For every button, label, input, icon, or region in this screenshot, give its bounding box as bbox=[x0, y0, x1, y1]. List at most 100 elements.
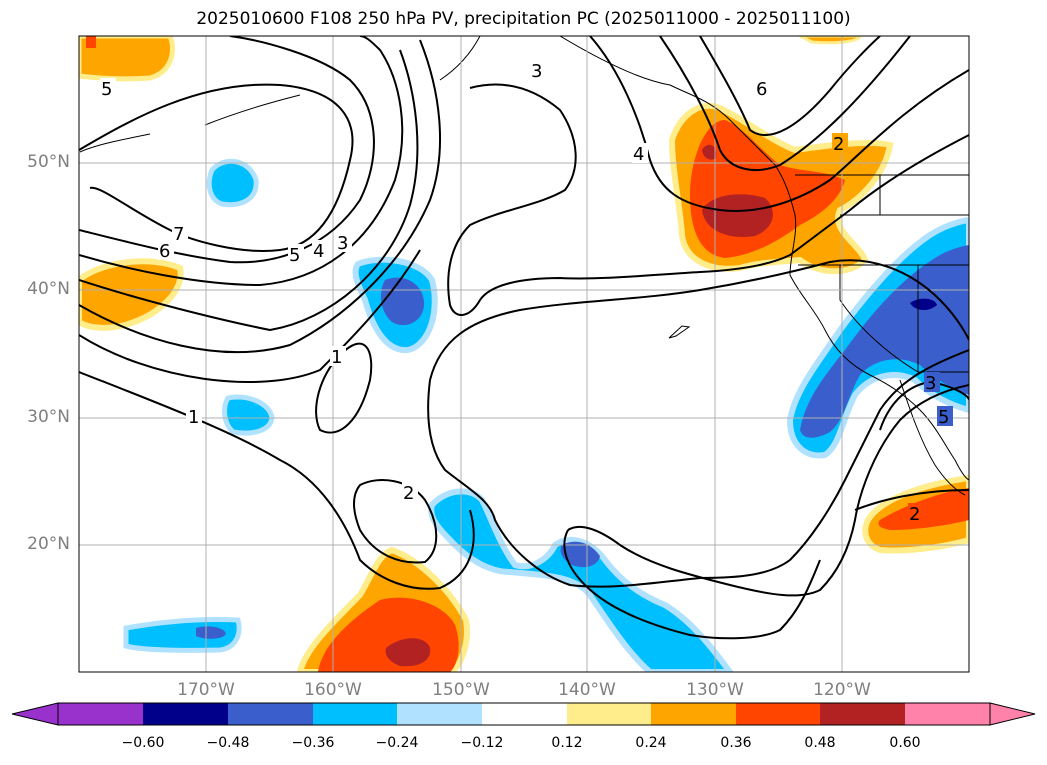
precip-max-nw bbox=[86, 36, 96, 48]
contour-label-2b: 2 bbox=[909, 504, 920, 525]
pv-contour-5-east bbox=[659, 36, 911, 171]
lat-label-20n: 20°N bbox=[27, 534, 70, 554]
precip-shading bbox=[79, 36, 969, 672]
lon-label-140w: 140°W bbox=[558, 680, 616, 700]
colorbar-segment-6 bbox=[482, 703, 567, 725]
label-bg-4a bbox=[632, 143, 648, 163]
pv-contour-2-mx bbox=[854, 489, 969, 511]
colorbar-segment-5 bbox=[397, 703, 482, 725]
colorbar-segment-4 bbox=[313, 703, 398, 725]
colorbar-tick: 0.48 bbox=[804, 735, 836, 751]
pv-contour-4 bbox=[79, 49, 419, 332]
precip-positive-ne-core2 bbox=[702, 144, 717, 160]
lon-label-120w: 120°W bbox=[813, 680, 871, 700]
colorbar-tick: 0.36 bbox=[720, 735, 752, 751]
precip-negative-sw bbox=[222, 394, 275, 436]
colorbar-tick: 0.24 bbox=[635, 735, 667, 751]
colorbar-segment-11 bbox=[905, 703, 990, 725]
precip-negative-nw bbox=[206, 158, 259, 208]
label-bg-7 bbox=[172, 223, 188, 243]
contour-label-1b: 1 bbox=[331, 347, 342, 368]
pv-contour-4-east bbox=[589, 36, 969, 212]
hawaii-outline bbox=[668, 325, 691, 339]
contour-label-5a: 5 bbox=[101, 79, 112, 100]
label-bg-2b bbox=[908, 503, 924, 523]
contour-label-1a: 1 bbox=[188, 407, 199, 428]
contour-label-4a: 4 bbox=[633, 144, 644, 165]
label-bg-5c bbox=[937, 406, 953, 426]
label-bg-2a bbox=[402, 482, 418, 502]
label-bg-6b bbox=[755, 78, 771, 98]
precip-positive-ne-core bbox=[702, 194, 773, 237]
precip-positive-n bbox=[799, 36, 862, 45]
colorbar-tick: −0.12 bbox=[460, 735, 504, 751]
colorbar-extend-max bbox=[989, 702, 1036, 726]
label-bg-5a bbox=[100, 78, 116, 98]
map-frame bbox=[78, 35, 970, 673]
contour-label-3c: 3 bbox=[925, 373, 936, 394]
colorbar-segment-2 bbox=[143, 703, 228, 725]
colorbar-tick: 0.60 bbox=[889, 735, 921, 751]
lat-label-30n: 30°N bbox=[27, 407, 70, 427]
label-bg-3b bbox=[336, 232, 352, 252]
contour-label-5c: 5 bbox=[938, 407, 949, 428]
pv-contour-1-south2 bbox=[563, 529, 821, 640]
contour-label-3b: 3 bbox=[337, 233, 348, 254]
colorbar-tick: −0.60 bbox=[121, 735, 165, 751]
pv-contour-7 bbox=[79, 83, 354, 252]
pv-contour-2 bbox=[79, 249, 421, 383]
gridlines bbox=[79, 36, 969, 672]
map-area: 1 1 2 2 2 3 3 3 4 4 5 5 5 6 bbox=[79, 36, 969, 672]
label-bg-1a bbox=[186, 406, 202, 426]
colorbar-segment-9 bbox=[736, 703, 821, 725]
precip-negative-ca-core bbox=[910, 298, 937, 311]
baja-coast bbox=[899, 379, 966, 496]
map-title: 2025010600 F108 250 hPa PV, precipitatio… bbox=[196, 9, 851, 29]
contour-label-5b: 5 bbox=[289, 245, 300, 266]
label-bg-5b bbox=[288, 244, 304, 264]
contour-label-6a: 6 bbox=[159, 241, 170, 262]
colorbar-outline bbox=[57, 702, 991, 726]
colorbar-extend-min bbox=[11, 702, 59, 726]
lon-label-170w: 170°W bbox=[177, 680, 235, 700]
colorbar-segment-10 bbox=[820, 703, 905, 725]
pv-contour-1-closed bbox=[315, 342, 373, 434]
lat-label-50n: 50°N bbox=[27, 152, 70, 172]
pv-contour-2-trough bbox=[429, 259, 969, 381]
pv-contour-3 bbox=[79, 39, 442, 354]
pv-contour-1-south bbox=[567, 384, 969, 597]
lon-label-150w: 150°W bbox=[432, 680, 490, 700]
colorbar-segment-1 bbox=[58, 703, 143, 725]
precip-negative-ssw-core bbox=[196, 626, 226, 639]
colorbar-tick: −0.24 bbox=[375, 735, 419, 751]
colorbar bbox=[11, 702, 1036, 726]
pv-contour-3-east bbox=[447, 83, 969, 316]
label-bg-2c bbox=[832, 133, 848, 153]
pv-contour-5 bbox=[79, 36, 404, 287]
colorbar-segment-3 bbox=[228, 703, 313, 725]
colorbar-segment-7 bbox=[567, 703, 652, 725]
label-bg-3c bbox=[924, 372, 940, 392]
lat-label-40n: 40°N bbox=[27, 279, 70, 299]
contour-label-7: 7 bbox=[173, 224, 184, 245]
contour-labels: 1 1 2 2 2 3 3 3 4 4 5 5 5 6 bbox=[100, 60, 953, 525]
colorbar-tick: −0.36 bbox=[291, 735, 335, 751]
lon-label-130w: 130°W bbox=[686, 680, 744, 700]
precip-positive-s-core bbox=[385, 638, 431, 667]
label-bg-4b bbox=[312, 240, 328, 260]
contour-label-2c: 2 bbox=[833, 134, 844, 155]
precip-positive-nw bbox=[79, 36, 175, 82]
pv-contour-6 bbox=[79, 36, 375, 264]
pv-contour-6-east bbox=[699, 36, 881, 136]
label-bg-3a bbox=[530, 60, 546, 80]
lon-label-160w: 160°W bbox=[304, 680, 362, 700]
colorbar-segment-8 bbox=[651, 703, 736, 725]
aleutian-coast bbox=[79, 36, 481, 153]
colorbar-tick: −0.48 bbox=[206, 735, 250, 751]
colorbar-tick: 0.12 bbox=[551, 735, 583, 751]
precip-negative-band-core bbox=[560, 541, 600, 568]
contour-label-4b: 4 bbox=[313, 241, 324, 262]
contour-label-2a: 2 bbox=[403, 483, 414, 504]
label-bg-6a bbox=[158, 240, 174, 260]
